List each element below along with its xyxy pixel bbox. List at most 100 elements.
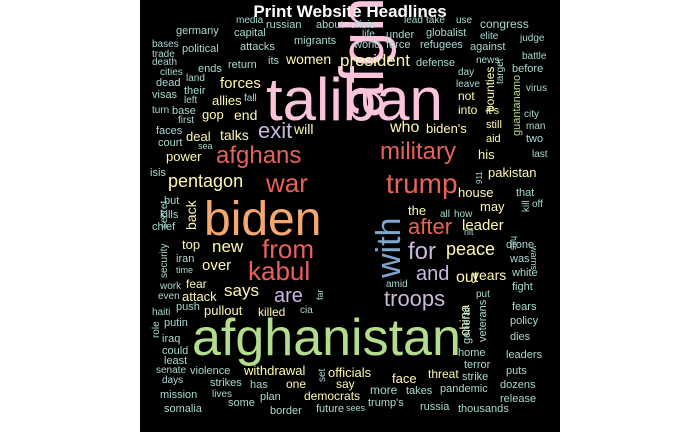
- word: takes: [406, 385, 433, 397]
- word: before: [512, 63, 544, 75]
- word: officials: [328, 365, 372, 380]
- word: afghanistan: [192, 309, 461, 367]
- word: turn: [152, 105, 170, 116]
- word: veterans: [477, 299, 489, 342]
- word: may: [480, 199, 505, 214]
- word: was: [510, 253, 530, 265]
- word: return: [228, 59, 257, 71]
- word: use: [456, 15, 473, 26]
- word: dozens: [500, 379, 536, 391]
- word: pullout: [204, 303, 243, 318]
- word: the: [408, 203, 427, 218]
- word: back: [183, 200, 199, 230]
- word: world: [354, 39, 381, 51]
- word: house: [458, 185, 494, 200]
- word: allies: [212, 93, 242, 108]
- word-cloud: taliban afghan afghanistan biden trump w…: [140, 0, 560, 432]
- word: biden: [204, 193, 322, 246]
- word: off: [532, 199, 543, 210]
- word: force: [386, 39, 411, 51]
- word: set: [317, 368, 328, 382]
- word: not: [458, 89, 475, 103]
- word: put: [476, 289, 490, 300]
- word: mission: [160, 389, 198, 401]
- word: lead: [404, 15, 423, 26]
- word: from: [262, 234, 314, 264]
- word: russia: [420, 401, 450, 413]
- word: general: [461, 307, 473, 344]
- word: new: [212, 237, 244, 256]
- word: into: [458, 103, 478, 117]
- word: push: [176, 301, 200, 313]
- word: senate: [156, 365, 187, 376]
- word: after: [408, 214, 453, 239]
- word: two: [526, 133, 544, 145]
- word: face: [392, 371, 417, 386]
- word: policy: [510, 315, 539, 327]
- word: fight: [512, 281, 533, 293]
- word: under: [386, 29, 415, 41]
- word: their: [184, 85, 206, 97]
- word: city: [524, 109, 539, 120]
- word: are: [274, 285, 303, 307]
- word: taliban: [266, 66, 443, 133]
- word: iran: [176, 253, 195, 265]
- word: role: [151, 321, 162, 338]
- word: threat: [428, 367, 459, 381]
- word: court: [158, 137, 183, 149]
- word: warns: [529, 246, 539, 271]
- word: dead: [156, 77, 181, 89]
- word: kills: [160, 209, 179, 221]
- word: killed: [258, 305, 286, 319]
- word: end: [234, 107, 258, 123]
- word: fall: [244, 93, 257, 104]
- word: top: [182, 237, 201, 252]
- word: pandemic: [440, 383, 488, 395]
- word: will: [294, 121, 314, 137]
- word: some: [228, 397, 255, 409]
- word: puts: [506, 365, 527, 377]
- word: base: [172, 105, 196, 117]
- word: amid: [386, 279, 408, 290]
- word: security: [159, 243, 170, 278]
- word: ends: [198, 63, 222, 75]
- word: talks: [220, 127, 249, 143]
- word: one: [286, 377, 307, 391]
- word: leaders: [506, 349, 543, 361]
- word: over: [202, 257, 232, 274]
- word: trump's: [368, 397, 404, 409]
- word: war: [266, 168, 308, 198]
- word: afghans: [216, 142, 302, 169]
- word: germany: [176, 25, 219, 37]
- word: peace: [446, 239, 496, 259]
- word: biden's: [426, 121, 467, 136]
- word: strikes: [210, 377, 242, 389]
- word: pakistan: [488, 165, 537, 180]
- word: against: [470, 41, 506, 53]
- word: haiti: [152, 307, 171, 318]
- word: iraq: [162, 333, 181, 345]
- word: day: [458, 67, 475, 78]
- word: cia: [300, 305, 313, 316]
- word: even: [158, 291, 180, 302]
- word: thousands: [458, 403, 509, 415]
- word: gop: [202, 107, 224, 122]
- word: virus: [526, 83, 548, 94]
- word: all: [440, 209, 451, 220]
- word: 911: [475, 171, 484, 184]
- word: political: [182, 43, 219, 55]
- word: years: [472, 267, 507, 283]
- word: but: [164, 195, 180, 207]
- word: with: [370, 217, 408, 278]
- word: pentagon: [168, 171, 244, 191]
- word: border: [270, 405, 302, 417]
- word: capital: [234, 27, 266, 39]
- word: elite: [480, 31, 499, 42]
- word: has: [250, 379, 268, 391]
- word: its: [268, 55, 279, 67]
- word: life: [362, 29, 375, 40]
- word: violence: [190, 365, 231, 377]
- word: exit: [258, 118, 293, 143]
- word: say: [336, 377, 355, 391]
- word: sea: [198, 141, 213, 151]
